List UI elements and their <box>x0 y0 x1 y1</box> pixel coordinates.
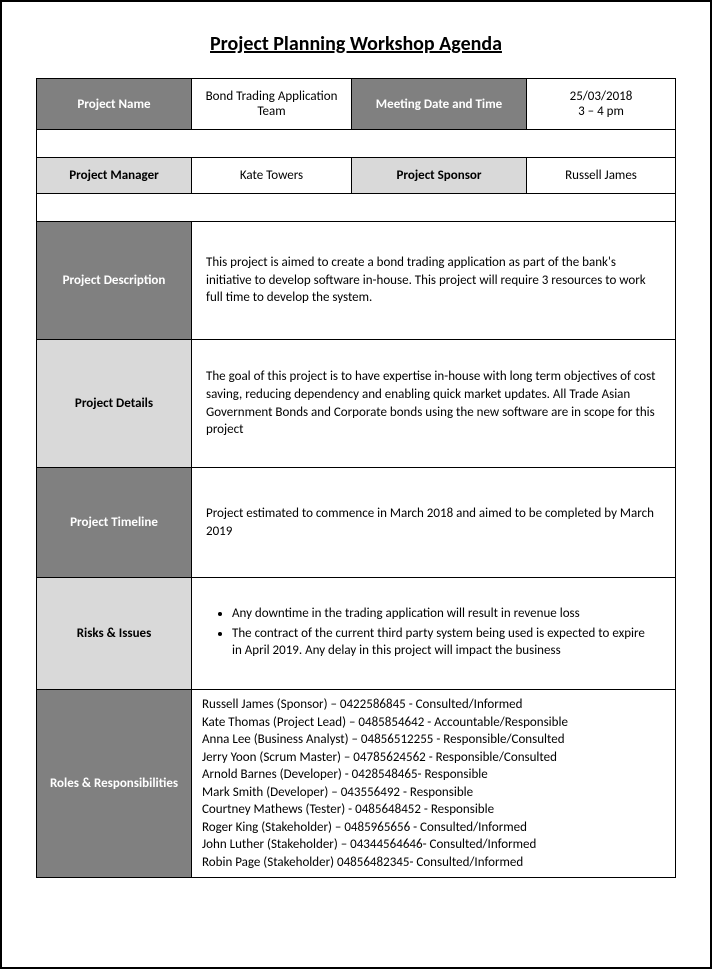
role-line: John Luther (Stakeholder) – 04344564646-… <box>202 836 665 854</box>
description-row: Project Description This project is aime… <box>37 222 676 340</box>
roles-content: Russell James (Sponsor) – 0422586845 - C… <box>192 690 676 878</box>
header-row-1: Project Name Bond Trading Application Te… <box>37 79 676 130</box>
roles-row: Roles & Responsibilities Russell James (… <box>37 690 676 878</box>
role-line: Jerry Yoon (Scrum Master) – 04785624562 … <box>202 749 665 767</box>
project-manager-header: Project Manager <box>37 158 192 194</box>
header-row-2: Project Manager Kate Towers Project Spon… <box>37 158 676 194</box>
roles-label: Roles & Responsibilities <box>37 690 192 878</box>
risks-row: Risks & Issues Any downtime in the tradi… <box>37 578 676 690</box>
meeting-date-line1: 25/03/2018 <box>533 89 669 104</box>
description-label: Project Description <box>37 222 192 340</box>
role-line: Mark Smith (Developer) – 043556492 - Res… <box>202 784 665 802</box>
document-page: Project Planning Workshop Agenda Project… <box>0 0 712 969</box>
meeting-date-line2: 3 – 4 pm <box>533 104 669 119</box>
meeting-date-value: 25/03/2018 3 – 4 pm <box>527 79 676 130</box>
description-content: This project is aimed to create a bond t… <box>192 222 676 340</box>
project-sponsor-header: Project Sponsor <box>352 158 527 194</box>
risks-content: Any downtime in the trading application … <box>192 578 676 690</box>
risks-label: Risks & Issues <box>37 578 192 690</box>
details-label: Project Details <box>37 340 192 468</box>
project-name-header: Project Name <box>37 79 192 130</box>
project-sponsor-value: Russell James <box>527 158 676 194</box>
agenda-table: Project Name Bond Trading Application Te… <box>36 78 676 878</box>
role-line: Robin Page (Stakeholder) 04856482345- Co… <box>202 854 665 872</box>
role-line: Courtney Mathews (Tester) - 0485648452 -… <box>202 801 665 819</box>
timeline-row: Project Timeline Project estimated to co… <box>37 468 676 578</box>
risk-item: Any downtime in the trading application … <box>232 605 657 623</box>
role-line: Arnold Barnes (Developer) - 0428548465- … <box>202 766 665 784</box>
spacer-cell <box>37 130 676 158</box>
page-title: Project Planning Workshop Agenda <box>36 32 676 56</box>
timeline-label: Project Timeline <box>37 468 192 578</box>
role-line: Roger King (Stakeholder) – 0485965656 - … <box>202 819 665 837</box>
timeline-content: Project estimated to commence in March 2… <box>192 468 676 578</box>
project-name-value: Bond Trading Application Team <box>192 79 352 130</box>
details-row: Project Details The goal of this project… <box>37 340 676 468</box>
project-manager-value: Kate Towers <box>192 158 352 194</box>
meeting-date-header: Meeting Date and Time <box>352 79 527 130</box>
details-content: The goal of this project is to have expe… <box>192 340 676 468</box>
role-line: Anna Lee (Business Analyst) – 0485651225… <box>202 731 665 749</box>
role-line: Kate Thomas (Project Lead) – 0485854642 … <box>202 714 665 732</box>
risk-item: The contract of the current third party … <box>232 625 657 660</box>
spacer-row-2 <box>37 194 676 222</box>
spacer-row-1 <box>37 130 676 158</box>
risks-list: Any downtime in the trading application … <box>206 605 657 660</box>
role-line: Russell James (Sponsor) – 0422586845 - C… <box>202 696 665 714</box>
spacer-cell-2 <box>37 194 676 222</box>
